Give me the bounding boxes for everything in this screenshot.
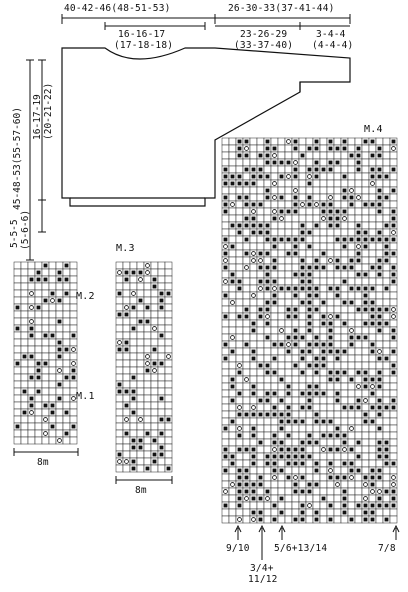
width-measure-right: 26-30-33(37-41-44): [228, 3, 335, 14]
size-marker-11-12: 11/12: [248, 574, 278, 585]
neck-measure-1: 16-16-17: [118, 29, 166, 40]
chart-m4-grid: [221, 137, 398, 524]
cuff-measure-2: (4-4-4): [312, 40, 354, 51]
chart-label-m1: M.1: [76, 391, 95, 402]
size-marker-9-10: 9/10: [226, 543, 250, 554]
chart-m3-grid: [115, 261, 173, 473]
total-length-measure: 45-48-53(55-57-60): [12, 107, 23, 210]
rib-measure-1: 5-5-5: [9, 219, 20, 248]
size-marker-arrows: [234, 524, 400, 560]
rib-measure-2: (5-6-6): [20, 209, 31, 250]
size-marker-7-8: 7/8: [378, 543, 396, 554]
width-measure-left: 40-42-46(48-51-53): [64, 3, 171, 14]
chart-label-m4: M.4: [364, 124, 383, 135]
size-marker-3-4-line1: 3/4+: [250, 563, 274, 574]
yoke-measure-1: 16-17-19: [32, 94, 43, 140]
cuff-measure-1: 3-4-4: [316, 29, 346, 40]
size-marker-5-6-13-14: 5/6+13/14: [274, 543, 328, 554]
sleeve-measure-1: 23-26-29: [240, 29, 288, 40]
repeat-label-middle: 8m: [135, 485, 147, 496]
yoke-measure-2: (20-21-22): [43, 82, 54, 140]
sleeve-measure-2: (33-37-40): [234, 40, 294, 51]
chart-m1-m2-grid: [13, 261, 78, 445]
repeat-brackets: [13, 448, 173, 484]
sweater-outline: [61, 47, 351, 207]
chart-label-m3: M.3: [116, 243, 135, 254]
top-dimension-lines: [26, 14, 351, 261]
chart-label-m2: M.2: [76, 291, 95, 302]
neck-measure-2: (17-18-18): [114, 40, 174, 51]
repeat-label-left: 8m: [37, 457, 49, 468]
